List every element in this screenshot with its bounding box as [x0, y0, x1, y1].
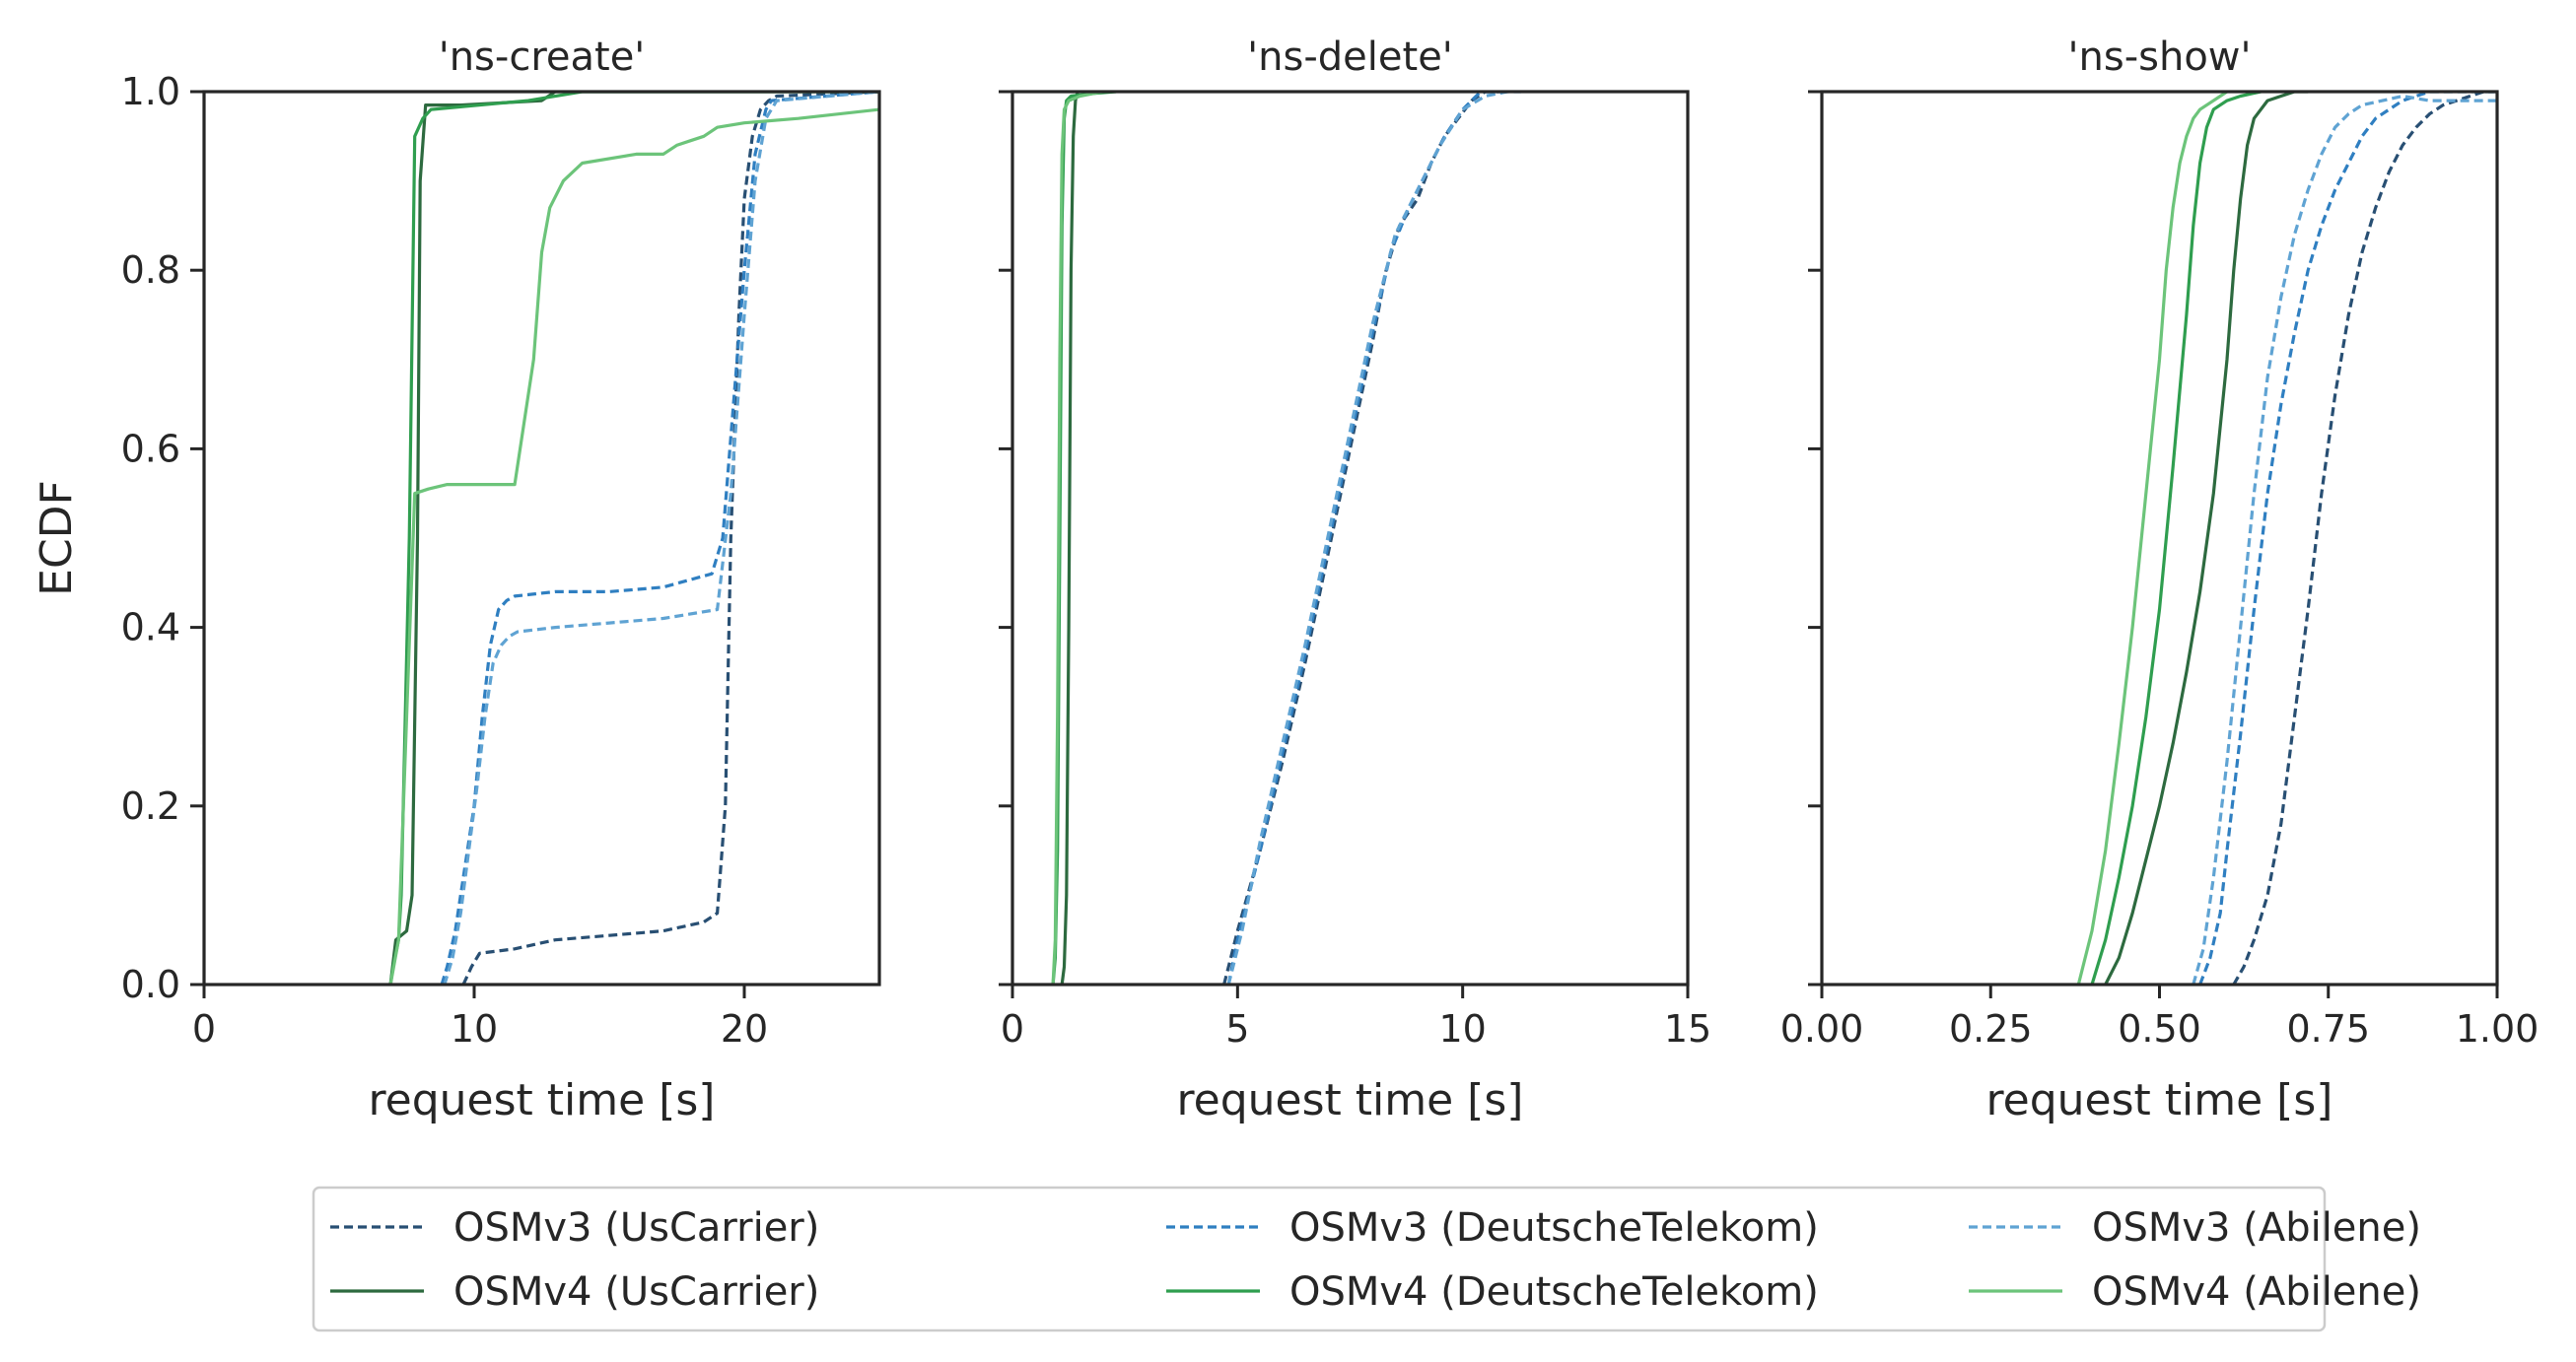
- x-tick-label: 0: [1001, 1007, 1024, 1051]
- legend-label: OSMv4 (Abilene): [2092, 1269, 2421, 1315]
- x-tick-label: 0.50: [2118, 1007, 2201, 1051]
- y-tick-label: 0.2: [121, 784, 180, 828]
- x-axis-label: request time [s]: [369, 1075, 716, 1125]
- series-group: [388, 92, 879, 985]
- legend-item-osmv4-deutschetelekom: OSMv4 (DeutscheTelekom): [1166, 1269, 1819, 1315]
- x-tick-label: 0.00: [1780, 1007, 1864, 1051]
- legend-label: OSMv3 (Abilene): [2092, 1205, 2421, 1251]
- series-line-osmv3-uscarrier: [1222, 92, 1508, 985]
- y-tick-label: 0.8: [121, 248, 180, 292]
- panel-title: 'ns-show': [2068, 34, 2252, 80]
- legend-item-osmv4-uscarrier: OSMv4 (UsCarrier): [330, 1269, 819, 1315]
- y-tick-label: 1.0: [121, 70, 180, 113]
- series-line-osmv4-deutschetelekom: [2090, 92, 2262, 985]
- x-axis-label: request time [s]: [1986, 1075, 2333, 1125]
- x-tick-label: 0: [192, 1007, 216, 1051]
- series-line-osmv3-uscarrier: [2232, 92, 2497, 985]
- series-line-osmv3-uscarrier: [461, 92, 879, 985]
- series-line-osmv3-deutschetelekom: [2198, 92, 2497, 985]
- series-line-osmv4-abilene: [2076, 92, 2228, 985]
- plot-frame: [1010, 90, 1690, 987]
- chart-panels: 0 10 20 0.0 0.2 0.4 0.6 0.8 1.0 'ns-create' reques…: [32, 34, 2539, 1125]
- panel-ns-create: 0 10 20 0.0 0.2 0.4 0.6 0.8 1.0 'ns-create' reques…: [32, 34, 881, 1125]
- legend-label: OSMv4 (DeutscheTelekom): [1289, 1269, 1819, 1315]
- x-tick-label: 5: [1225, 1007, 1249, 1051]
- series-line-osmv3-abilene: [2192, 94, 2497, 985]
- panel-ns-show: 0.00 0.25 0.50 0.75 1.00 'ns-show' request tim…: [1780, 34, 2540, 1125]
- x-tick-label: 10: [451, 1007, 498, 1051]
- legend: OSMv3 (UsCarrier) OSMv4 (UsCarrier) OSMv3 …: [312, 1186, 2421, 1332]
- series-group: [2076, 92, 2497, 985]
- x-tick-label: 10: [1438, 1007, 1486, 1051]
- plot-frame: [202, 90, 881, 987]
- panel-title: 'ns-create': [439, 34, 646, 80]
- series-line-osmv4-deutschetelekom: [388, 92, 879, 985]
- legend-label: OSMv3 (UsCarrier): [453, 1205, 819, 1251]
- series-line-osmv3-deutschetelekom: [1226, 92, 1499, 985]
- legend-item-osmv3-uscarrier: OSMv3 (UsCarrier): [330, 1205, 819, 1251]
- x-axis-label: request time [s]: [1177, 1075, 1524, 1125]
- series-line-osmv3-abilene: [443, 92, 879, 985]
- series-line-osmv4-uscarrier: [2104, 92, 2309, 985]
- legend-item-osmv3-deutschetelekom: OSMv3 (DeutscheTelekom): [1166, 1205, 1819, 1251]
- y-tick-label: 0.6: [121, 427, 180, 470]
- y-tick-label: 0.4: [121, 606, 180, 649]
- legend-label: OSMv3 (DeutscheTelekom): [1289, 1205, 1819, 1251]
- plot-frame: [1820, 90, 2499, 987]
- legend-item-osmv3-abilene: OSMv3 (Abilene): [1969, 1205, 2421, 1251]
- x-tick-label: 15: [1664, 1007, 1711, 1051]
- panel-ns-delete: 0 5 10 15 'ns-delete' request time [s]: [999, 34, 1711, 1125]
- series-line-osmv3-deutschetelekom: [440, 92, 879, 985]
- x-tick-label: 1.00: [2456, 1007, 2540, 1051]
- x-tick-label: 20: [721, 1007, 768, 1051]
- series-line-osmv4-abilene: [388, 107, 879, 985]
- x-tick-label: 0.25: [1949, 1007, 2033, 1051]
- series-group: [1051, 92, 1521, 985]
- y-axis-label: ECDF: [32, 480, 82, 596]
- legend-label: OSMv4 (UsCarrier): [453, 1269, 819, 1315]
- y-tick-label: 0.0: [121, 963, 180, 1006]
- panel-title: 'ns-delete': [1247, 34, 1453, 80]
- x-tick-label: 0.75: [2286, 1007, 2370, 1051]
- legend-frame: [312, 1186, 2327, 1332]
- series-line-osmv4-uscarrier: [1060, 92, 1085, 985]
- series-line-osmv4-uscarrier: [388, 92, 879, 985]
- legend-item-osmv4-abilene: OSMv4 (Abilene): [1969, 1269, 2421, 1315]
- series-line-osmv4-abilene: [1051, 92, 1103, 985]
- series-line-osmv3-abilene: [1226, 92, 1521, 985]
